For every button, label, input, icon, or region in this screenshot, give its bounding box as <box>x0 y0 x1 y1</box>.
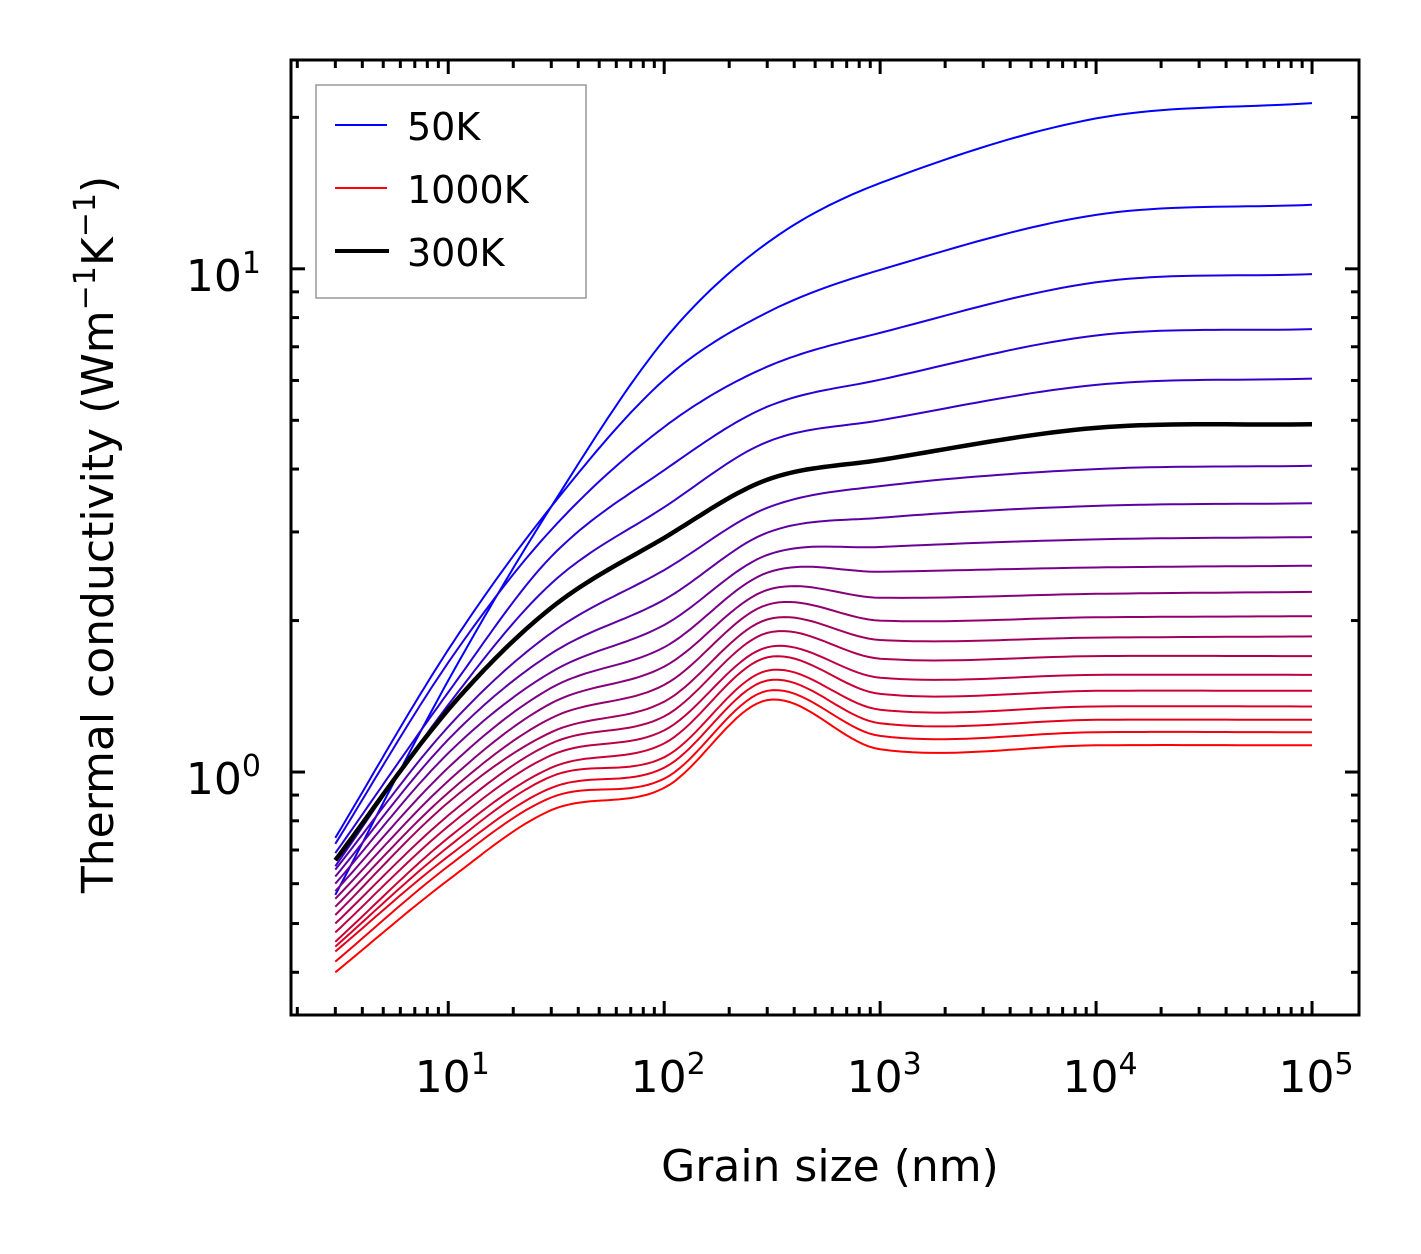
series-line-300k <box>334 423 1313 861</box>
series-line-700k <box>334 630 1312 925</box>
y-axis-label-exp2: −1 <box>68 193 103 237</box>
series-line-550k <box>334 585 1313 900</box>
x-axis-label: Grain size (nm) <box>661 1141 999 1192</box>
series-line-1000k <box>334 698 1312 974</box>
y-axis-label-exp1: −1 <box>68 266 103 310</box>
y-tick-label: 101 <box>186 246 261 302</box>
series-line-50k <box>334 102 1313 896</box>
x-tick-label: 103 <box>847 1047 922 1103</box>
legend-box <box>315 84 587 299</box>
y-tick-label: 100 <box>186 749 261 805</box>
series-line-200k <box>334 328 1313 854</box>
series-line-800k <box>334 655 1312 943</box>
series-line-900k <box>334 678 1312 953</box>
series-line-500k <box>334 564 1312 892</box>
series-line-950k <box>334 689 1312 963</box>
x-tick-label: 101 <box>415 1047 490 1103</box>
series-line-600k <box>334 601 1313 908</box>
legend-label-1000k: 1000K <box>407 168 530 212</box>
legend-label-300k: 300K <box>407 231 506 275</box>
series-line-850k <box>334 668 1312 948</box>
y-axis-label: Thermal conductivity (Wm−1K−1) <box>68 176 124 894</box>
tick-labels-group: 101 102 103 104 105 100 101 <box>186 246 1354 1103</box>
series-line-150k <box>334 273 1313 845</box>
series-line-450k <box>334 536 1313 885</box>
series-line-750k <box>334 644 1312 934</box>
highlight-curve-group <box>333 422 1313 862</box>
y-axis-label-end: ) <box>73 176 124 193</box>
y-axis-label-mid: K <box>73 236 124 266</box>
x-tick-label: 102 <box>631 1047 706 1103</box>
series-line-350k <box>334 464 1313 871</box>
legend-label-50k: 50K <box>407 105 481 149</box>
plot-frame <box>289 58 1361 1017</box>
ticks-group <box>291 60 1359 1015</box>
x-tick-label: 104 <box>1063 1047 1138 1103</box>
series-line-400k <box>334 502 1313 878</box>
y-axis-label-main: Thermal conductivity (Wm <box>73 310 124 894</box>
x-tick-label: 105 <box>1278 1047 1353 1103</box>
series-line-650k <box>334 616 1313 916</box>
highlight-line-300k <box>333 422 1313 862</box>
series-line-250k <box>334 377 1313 867</box>
series-line-100k <box>334 203 1313 839</box>
legend: 50K 1000K 300K <box>315 84 587 299</box>
